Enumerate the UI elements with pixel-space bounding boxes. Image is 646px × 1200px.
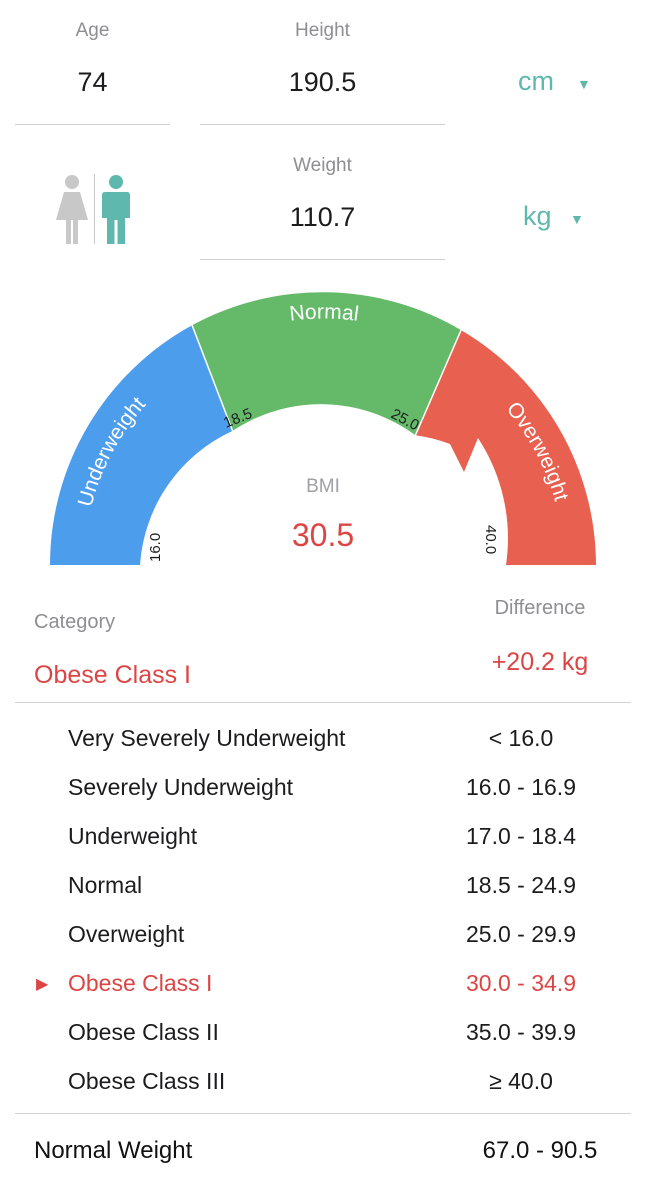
bmi-classification-table: Very Severely Underweight < 16.0 Severely…: [0, 715, 646, 1107]
row-name: Underweight: [68, 823, 198, 849]
table-row: Severely Underweight 16.0 - 16.9: [0, 764, 646, 810]
bmi-label: BMI: [306, 476, 340, 497]
category-value: Obese Class I: [34, 661, 192, 689]
table-row: Very Severely Underweight < 16.0: [0, 715, 646, 761]
gauge-segment-underweight: [49, 325, 233, 565]
difference-label: Difference: [494, 597, 586, 619]
height-underline: [200, 124, 445, 125]
normal-weight-label: Normal Weight: [34, 1137, 193, 1164]
weight-underline: [200, 259, 445, 260]
chevron-down-icon: ▼: [570, 211, 584, 227]
row-range: 16.0 - 16.9: [466, 774, 576, 800]
height-unit-value: cm: [518, 66, 554, 96]
bmi-gauge: Underweight Normal Overweight 16.0 18.5 …: [49, 292, 596, 565]
gender-selector[interactable]: [50, 170, 140, 248]
gender-divider: [94, 174, 95, 244]
difference-value: +20.2 kg: [491, 648, 589, 676]
row-name: Normal: [68, 872, 143, 898]
height-unit-picker[interactable]: cm ▼: [515, 66, 605, 102]
weight-unit-picker[interactable]: kg ▼: [520, 201, 600, 237]
chevron-down-icon: ▼: [577, 76, 591, 92]
bmi-value: 30.5: [292, 517, 354, 553]
row-range: 17.0 - 18.4: [466, 823, 576, 849]
age-underline: [15, 124, 170, 125]
weight-label: Weight: [293, 155, 352, 176]
table-row: Underweight 17.0 - 18.4: [0, 813, 646, 859]
row-name: Very Severely Underweight: [68, 725, 346, 751]
row-name: Obese Class II: [68, 1019, 219, 1045]
row-range: 25.0 - 29.9: [466, 921, 576, 947]
row-range: < 16.0: [488, 725, 554, 751]
female-icon[interactable]: [54, 174, 90, 246]
weight-field[interactable]: 110.7: [289, 202, 356, 232]
normal-weight-value: 67.0 - 90.5: [482, 1137, 598, 1164]
row-name: Overweight: [68, 921, 185, 947]
height-label: Height: [295, 20, 350, 41]
current-category-marker-icon: ▶: [36, 976, 49, 993]
age-field[interactable]: 74: [77, 67, 108, 97]
row-range: 35.0 - 39.9: [466, 1019, 576, 1045]
row-range: ≥ 40.0: [489, 1068, 553, 1094]
row-range: 30.0 - 34.9: [466, 970, 576, 996]
row-name: Obese Class I: [68, 970, 213, 996]
age-label: Age: [75, 20, 110, 41]
table-row-active: ▶ Obese Class I 30.0 - 34.9: [0, 960, 646, 1006]
table-row: Obese Class II 35.0 - 39.9: [0, 1009, 646, 1055]
male-icon[interactable]: [98, 174, 134, 246]
gauge-tick-40: 40.0: [482, 525, 499, 554]
gauge-tick-16: 16.0: [147, 533, 164, 562]
gauge-segment-normal: [192, 292, 462, 436]
table-row: Obese Class III ≥ 40.0: [0, 1058, 646, 1104]
row-name: Severely Underweight: [68, 774, 294, 800]
gauge-segment-overweight: [415, 330, 596, 565]
section-divider: [15, 702, 631, 703]
weight-unit-value: kg: [523, 201, 552, 231]
table-divider: [15, 1113, 631, 1114]
height-field[interactable]: 190.5: [288, 67, 357, 97]
table-row: Overweight 25.0 - 29.9: [0, 911, 646, 957]
category-label: Category: [34, 611, 116, 633]
table-row: Normal 18.5 - 24.9: [0, 862, 646, 908]
row-range: 18.5 - 24.9: [466, 872, 576, 898]
row-name: Obese Class III: [68, 1068, 226, 1094]
